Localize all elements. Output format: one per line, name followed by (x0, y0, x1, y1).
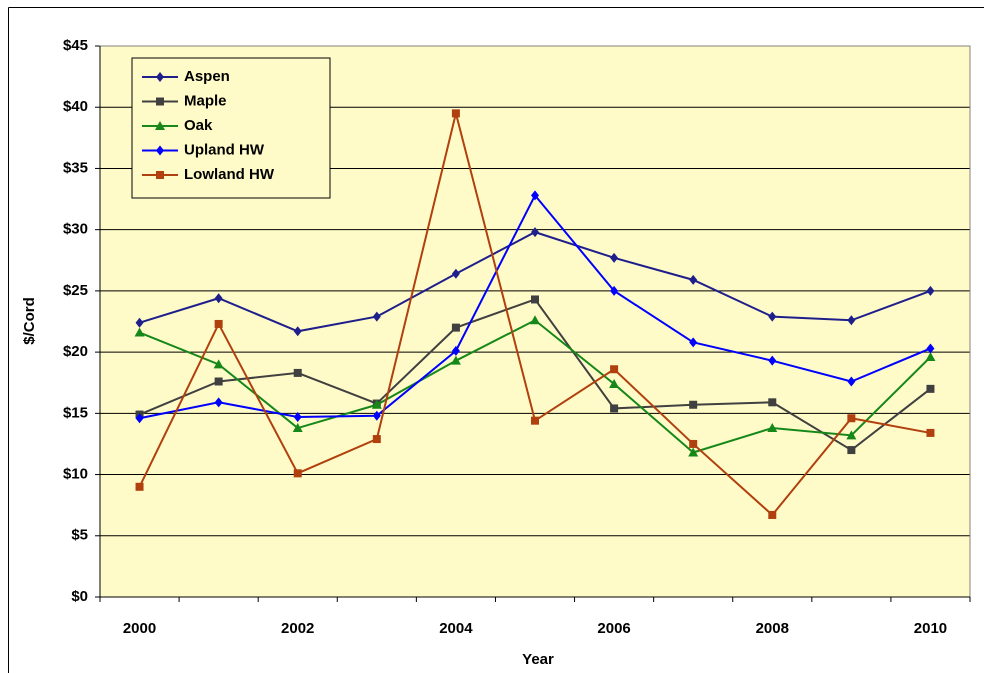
data-point (610, 365, 619, 374)
data-point (847, 414, 856, 423)
data-point (689, 274, 698, 285)
data-point (293, 326, 302, 337)
data-point (214, 397, 223, 408)
x-tick-label: 2010 (914, 620, 947, 637)
legend-marker (156, 171, 164, 179)
legend-label: Maple (184, 92, 227, 109)
data-point (768, 510, 777, 519)
data-point (846, 430, 857, 440)
legend-marker (155, 121, 165, 130)
data-point (531, 227, 539, 238)
data-point (372, 311, 381, 322)
data-point (214, 377, 223, 386)
data-point (847, 376, 856, 387)
data-point (531, 416, 539, 425)
data-point (847, 315, 856, 326)
x-tick-label: 2004 (439, 620, 473, 637)
data-point (451, 345, 460, 356)
data-point (451, 268, 460, 279)
data-point (135, 413, 144, 424)
data-point (926, 285, 935, 296)
legend-marker (156, 72, 164, 82)
data-point (768, 398, 777, 407)
data-point (768, 355, 777, 366)
data-point (531, 190, 539, 201)
legend-marker (156, 97, 164, 106)
y-tick-label: $40 (63, 98, 88, 115)
data-point (213, 359, 224, 369)
y-tick-label: $45 (63, 37, 88, 54)
x-tick-label: 2006 (597, 620, 630, 637)
data-point (847, 446, 856, 455)
legend-label: Aspen (184, 68, 230, 85)
data-point (926, 428, 935, 437)
data-point (530, 315, 540, 325)
data-point (450, 355, 461, 365)
data-point (688, 447, 699, 457)
y-tick-label: $20 (63, 343, 88, 360)
data-point (926, 384, 935, 393)
data-point (610, 404, 619, 413)
data-point (925, 352, 936, 362)
data-point (767, 423, 778, 433)
y-tick-label: $30 (63, 221, 88, 238)
y-tick-label: $5 (71, 527, 88, 544)
data-point (214, 319, 223, 328)
data-point (610, 285, 619, 296)
data-point (371, 399, 382, 409)
legend-label: Oak (184, 117, 213, 134)
y-tick-label: $10 (63, 466, 88, 483)
x-axis-label: Year (522, 651, 554, 668)
x-tick-label: 2002 (281, 620, 314, 637)
data-point (134, 327, 145, 337)
data-point (372, 410, 381, 421)
data-point (451, 109, 460, 118)
data-point (292, 423, 303, 433)
data-point (689, 400, 698, 409)
y-tick-label: $15 (63, 404, 88, 421)
legend-label: Upland HW (184, 141, 265, 158)
y-tick-label: $0 (71, 588, 88, 605)
y-tick-label: $35 (63, 159, 88, 176)
x-tick-label: 2008 (756, 620, 789, 637)
data-point (135, 482, 144, 491)
data-point (293, 368, 302, 377)
data-point (531, 295, 539, 304)
y-tick-label: $25 (63, 282, 88, 299)
data-point (135, 317, 144, 328)
x-tick-label: 2000 (123, 620, 156, 637)
data-point (689, 439, 698, 448)
legend-label: Lowland HW (184, 166, 275, 183)
data-point (293, 412, 302, 423)
data-point (293, 469, 302, 478)
y-axis-label: $/Cord (21, 297, 38, 345)
legend-marker (156, 145, 164, 156)
data-point (609, 378, 620, 388)
data-point (689, 337, 698, 348)
data-point (372, 435, 381, 444)
data-point (926, 343, 935, 354)
data-point (768, 311, 777, 322)
data-point (451, 323, 460, 332)
data-point (610, 252, 619, 263)
data-point (214, 293, 223, 304)
